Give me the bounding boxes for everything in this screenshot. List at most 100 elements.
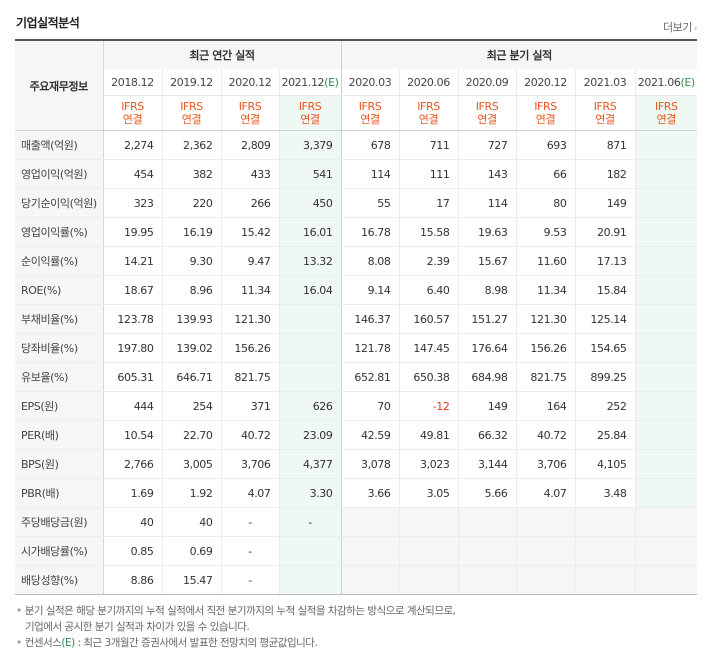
table-cell (457, 507, 516, 537)
table-cell (515, 536, 575, 566)
table-cell: 176.64 (457, 333, 516, 363)
table-cell: 1.92 (161, 478, 221, 508)
table-cell: 17.13 (574, 246, 635, 276)
basis-standard: IFRS (654, 100, 678, 113)
period-header: 2019.12 (161, 69, 221, 96)
table-cell (398, 536, 458, 566)
table-cell (634, 333, 698, 363)
stub-header: 주요재무정보 (15, 39, 104, 131)
table-cell (634, 188, 698, 218)
table-cell (398, 565, 458, 595)
table-cell: 1.69 (103, 478, 162, 508)
table-cell: 160.57 (398, 304, 458, 334)
table-cell: 146.37 (340, 304, 399, 334)
basis-scope: 연결 (122, 113, 143, 126)
table-cell: 147.45 (398, 333, 458, 363)
period-header: 2020.12 (220, 69, 279, 96)
row-label: EPS(원) (15, 391, 104, 421)
table-cell (574, 536, 635, 566)
table-cell: 871 (574, 130, 635, 160)
chevron-right-icon: › (693, 24, 698, 34)
period-header: 2020.03 (340, 69, 399, 96)
table-cell: 139.02 (161, 333, 221, 363)
table-row: 시가배당률(%) 0.85 0.69- (15, 536, 698, 566)
table-cell: 2,362 (161, 130, 221, 160)
table-cell: 19.63 (457, 217, 516, 247)
table-cell: 16.04 (278, 275, 341, 305)
table-row: EPS(원) 444 254 371 626 70 -12 149 164 252 (15, 391, 698, 421)
period-label: 2020.12 (524, 75, 567, 89)
basis-scope: 연결 (656, 113, 677, 126)
table-cell (634, 536, 698, 566)
table-cell: 5.66 (457, 478, 516, 508)
table-cell: 70 (340, 391, 399, 421)
table-cell: 111 (398, 159, 458, 189)
basis-header: IFRS 연결 (634, 95, 698, 131)
table-cell: 652.81 (340, 362, 399, 392)
table-cell (634, 275, 698, 305)
basis-standard: IFRS (534, 100, 557, 113)
row-label: ROE(%) (15, 275, 104, 305)
note-line-3-suffix: : 최근 3개월간 증권사에서 발표한 전망치의 평균값입니다. (77, 637, 318, 649)
table-cell: 182 (574, 159, 635, 189)
row-label: PER(배) (15, 420, 104, 450)
period-label: 2020.09 (465, 75, 509, 89)
basis-standard: IFRS (358, 100, 382, 113)
table-cell: 541 (278, 159, 341, 189)
note-line-1: 분기 실적은 해당 분기까지의 누적 실적에서 직전 분기까지의 누적 실적을 … (24, 605, 456, 617)
basis-standard: IFRS (298, 100, 322, 113)
row-label: 유보율(%) (15, 362, 104, 392)
table-cell: 711 (398, 130, 458, 160)
table-cell: 266 (220, 188, 279, 218)
table-cell: 4,105 (574, 449, 635, 479)
table-cell: 149 (574, 188, 635, 218)
table-cell: 821.75 (515, 362, 575, 392)
table-cell: 197.80 (103, 333, 162, 363)
table-cell: 18.67 (103, 275, 162, 305)
table-cell: 66.32 (457, 420, 516, 450)
table-cell: 3,078 (340, 449, 399, 479)
basis-standard: IFRS (417, 100, 440, 113)
table-cell: 121.30 (220, 304, 279, 334)
table-cell (634, 565, 698, 595)
more-label: 더보기 (663, 21, 692, 34)
table-row: 당좌비율(%) 197.80 139.02 156.26 121.78 147.45 176… (15, 333, 698, 363)
table-cell (634, 449, 698, 479)
table-cell: 4,377 (278, 449, 341, 479)
table-cell: 9.14 (340, 275, 399, 305)
table-cell: 2.39 (398, 246, 458, 276)
note-line-3-prefix: 컨센서스 (24, 637, 62, 649)
table-cell: 156.26 (515, 333, 575, 363)
basis-scope: 연결 (535, 113, 556, 126)
table-cell: 6.40 (398, 275, 458, 305)
row-label: BPS(원) (15, 449, 104, 479)
table-row: PBR(배) 1.69 1.92 4.07 3.30 3.66 3.05 5.66 4.07 3.… (15, 478, 698, 508)
table-cell: 17 (398, 188, 458, 218)
table-cell: 22.70 (161, 420, 221, 450)
table-cell: 3.48 (574, 478, 635, 508)
table-cell: 15.67 (457, 246, 516, 276)
table-cell: 143 (457, 159, 516, 189)
table-cell: 650.38 (398, 362, 458, 392)
table-cell: 151.27 (457, 304, 516, 334)
table-cell: 16.19 (161, 217, 221, 247)
table-cell: 678 (340, 130, 399, 160)
table-cell: 252 (574, 391, 635, 421)
table-cell: 3.05 (398, 478, 458, 508)
table-cell: 3.66 (340, 478, 399, 508)
table-cell: 626 (278, 391, 341, 421)
table-cell: 16.01 (278, 217, 341, 247)
table-cell: - (220, 565, 279, 595)
table-cell (634, 391, 698, 421)
table-row: 영업이익률(%) 19.95 16.19 15.42 16.01 16.78 15.58 19… (15, 217, 698, 247)
basis-header: IFRS 연결 (574, 95, 635, 131)
basis-header: IFRS 연결 (161, 95, 221, 131)
table-cell: 55 (340, 188, 399, 218)
more-link[interactable]: 더보기 › (663, 19, 698, 35)
table-row: PER(배) 10.54 22.70 40.72 23.09 42.59 49.81 66.3… (15, 420, 698, 450)
table-cell (457, 536, 516, 566)
basis-scope: 연결 (477, 113, 497, 126)
table-cell (515, 565, 575, 595)
table-cell: 15.42 (220, 217, 279, 247)
period-header: 2020.12 (515, 69, 575, 96)
